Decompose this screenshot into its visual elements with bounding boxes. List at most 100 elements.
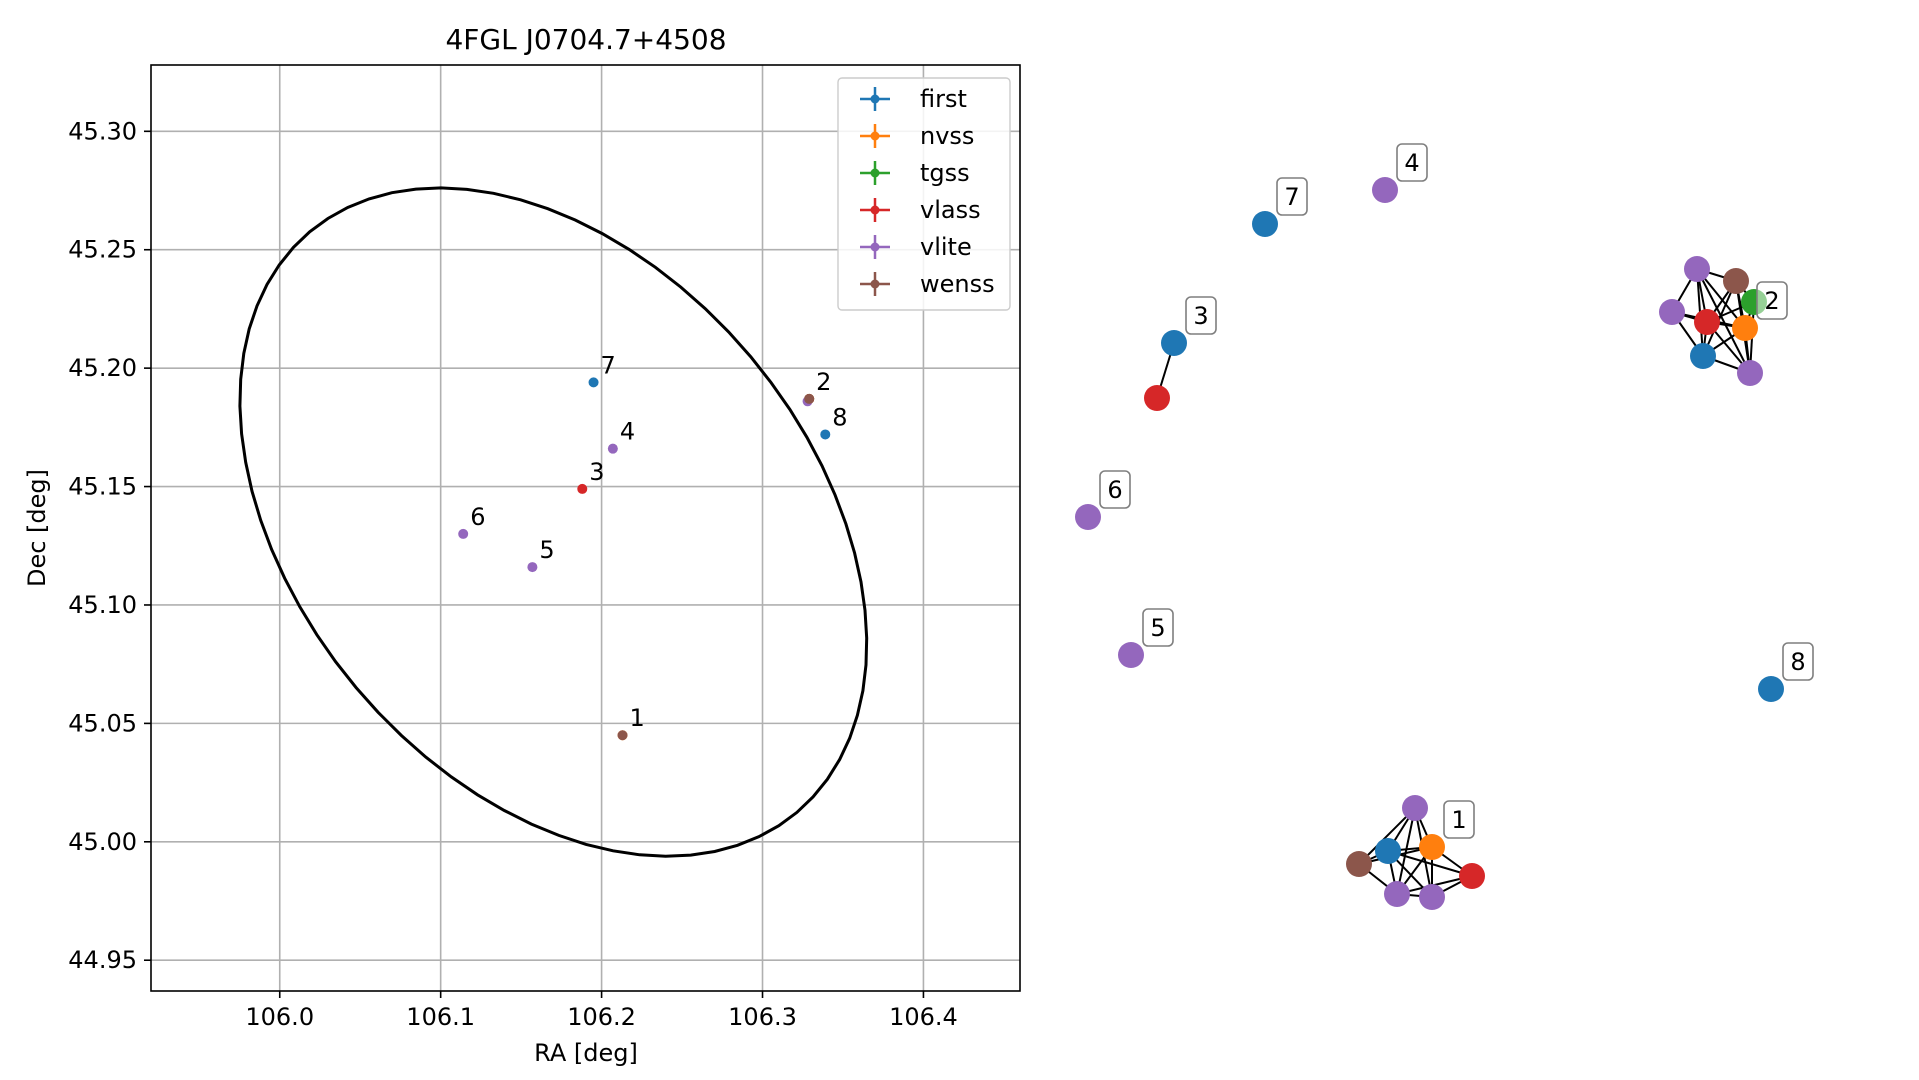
network-node-first — [1690, 343, 1716, 369]
y-tick-label: 44.95 — [68, 946, 137, 974]
network-node-vlite — [1684, 256, 1710, 282]
point-vlite — [458, 528, 469, 539]
network-node-wenss — [1346, 851, 1372, 877]
legend-marker-dot — [870, 94, 880, 104]
network-node-first — [1375, 838, 1401, 864]
point-label: 2 — [816, 368, 831, 396]
network-node-vlite — [1384, 881, 1410, 907]
y-tick-label: 45.25 — [68, 236, 137, 264]
data-points — [458, 377, 831, 741]
network-label-box — [1396, 143, 1428, 182]
network-label: 3 — [1185, 296, 1217, 335]
point-first — [820, 429, 831, 440]
network-label-text: 7 — [1284, 183, 1299, 211]
x-tick-label: 106.3 — [728, 1003, 797, 1031]
legend-marker-dot — [870, 242, 880, 252]
legend-label: first — [920, 85, 967, 113]
network-node-wenss — [1723, 268, 1749, 294]
legend-label: vlite — [920, 233, 972, 261]
legend-label: vlass — [920, 196, 981, 224]
y-tick-label: 45.20 — [68, 354, 137, 382]
legend-label: nvss — [920, 122, 974, 150]
network-label-text: 8 — [1790, 648, 1805, 676]
plot-frame — [150, 64, 1021, 992]
point-first — [588, 377, 599, 388]
x-tick-label: 106.0 — [245, 1003, 314, 1031]
point-vlass — [577, 483, 588, 494]
y-tick-label: 45.10 — [68, 591, 137, 619]
network-label-box — [1142, 608, 1174, 647]
error-ellipse — [238, 186, 869, 858]
network-label: 1 — [1443, 800, 1475, 839]
legend-item-first: first — [860, 85, 967, 113]
network-label-text: 3 — [1193, 302, 1208, 330]
network-label-text: 2 — [1764, 287, 1779, 315]
y-axis-ticks: 44.95 45.00 45.05 45.10 45.15 45.20 45.25 45.30 — [68, 117, 151, 974]
y-tick-label: 45.05 — [68, 709, 137, 737]
network-node-vlite — [1419, 884, 1445, 910]
network-node-vlass — [1459, 863, 1485, 889]
network-node-vlite — [1402, 795, 1428, 821]
network-node-vlite — [1118, 642, 1144, 668]
x-tick-label: 106.1 — [406, 1003, 475, 1031]
network-node-nvss — [1419, 834, 1445, 860]
point-label: 6 — [470, 503, 485, 531]
legend-marker-dot — [870, 205, 880, 215]
point-annotations: 1 2 34 5 6 7 8 — [470, 351, 847, 732]
legend-label: tgss — [920, 159, 970, 187]
network-node-vlite — [1372, 177, 1398, 203]
network-edge — [1387, 850, 1473, 877]
network-node-vlass — [1694, 309, 1720, 335]
x-tick-label: 106.4 — [889, 1003, 958, 1031]
network-label-box — [1443, 800, 1475, 839]
point-vlite — [527, 562, 538, 573]
network-label-text: 6 — [1107, 476, 1122, 504]
network-label: 2 — [1756, 281, 1788, 320]
legend: first nvss tgss vlass vlite wenss — [837, 77, 1011, 311]
network-label-box — [1276, 177, 1308, 216]
network-node-vlite — [1737, 360, 1763, 386]
network-label: 7 — [1276, 177, 1308, 216]
legend-marker-dot — [870, 279, 880, 289]
y-tick-label: 45.30 — [68, 117, 137, 145]
network-node-first — [1758, 676, 1784, 702]
legend-item-nvss: nvss — [860, 122, 974, 150]
point-label: 1 — [630, 704, 645, 732]
legend-label: wenss — [920, 270, 995, 298]
legend-item-wenss: wenss — [860, 270, 995, 298]
network-node-nvss — [1732, 315, 1758, 341]
sky-scatter-plot: 4FGL J0704.7+4508 106.0 106.1 106.2 106.3 10… — [23, 23, 1021, 1067]
network-nodes — [1075, 177, 1784, 910]
network-label-text: 1 — [1451, 806, 1466, 834]
x-tick-label: 106.2 — [567, 1003, 636, 1031]
y-tick-label: 45.15 — [68, 473, 137, 501]
point-vlite — [607, 443, 618, 454]
x-axis-label: RA [deg] — [534, 1039, 638, 1067]
point-label: 4 — [620, 418, 635, 446]
network-label: 6 — [1099, 470, 1131, 509]
point-wenss — [804, 393, 815, 404]
point-label: 3 — [589, 458, 604, 486]
legend-marker-dot — [870, 168, 880, 178]
y-axis-label: Dec [deg] — [23, 469, 51, 587]
point-label: 8 — [832, 403, 847, 431]
legend-item-vlite: vlite — [860, 233, 972, 261]
network-node-first — [1252, 211, 1278, 237]
x-gridlines — [278, 65, 925, 991]
legend-item-tgss: tgss — [860, 159, 970, 187]
legend-marker-dot — [870, 131, 880, 141]
point-wenss — [617, 730, 628, 741]
y-tick-label: 45.00 — [68, 828, 137, 856]
network-label-box — [1099, 470, 1131, 509]
network-label-text: 5 — [1150, 614, 1165, 642]
network-label: 8 — [1782, 642, 1814, 681]
network-node-first — [1161, 330, 1187, 356]
network-labels: 7 4 3 6 5 8 2 1 — [1099, 143, 1814, 839]
point-label: 7 — [601, 351, 616, 379]
network-edge — [1396, 807, 1416, 895]
network-label-box — [1185, 296, 1217, 335]
network-label-box — [1782, 642, 1814, 681]
network-node-vlass — [1144, 385, 1170, 411]
network-node-vlite — [1075, 504, 1101, 530]
